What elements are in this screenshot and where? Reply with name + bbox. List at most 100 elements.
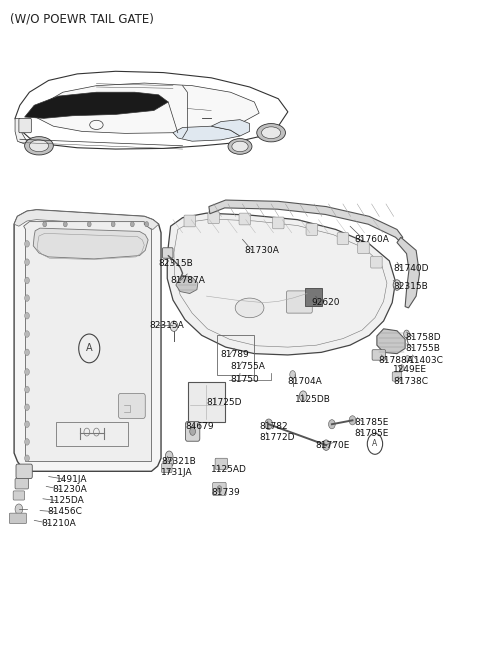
Ellipse shape: [29, 140, 48, 152]
Text: 1125DA: 1125DA: [48, 496, 84, 505]
Text: 1731JA: 1731JA: [161, 468, 192, 477]
FancyBboxPatch shape: [119, 394, 145, 419]
Circle shape: [24, 421, 29, 428]
FancyBboxPatch shape: [184, 215, 195, 227]
Text: 82315B: 82315B: [393, 282, 428, 291]
Text: A: A: [86, 343, 93, 354]
FancyBboxPatch shape: [19, 119, 31, 133]
Text: 81750: 81750: [230, 375, 259, 384]
Circle shape: [165, 456, 173, 468]
Text: 81730A: 81730A: [245, 246, 280, 255]
Polygon shape: [14, 210, 158, 229]
FancyBboxPatch shape: [161, 464, 172, 473]
Circle shape: [323, 440, 330, 451]
Text: 84679: 84679: [185, 422, 214, 432]
Polygon shape: [173, 126, 240, 141]
FancyBboxPatch shape: [185, 422, 200, 441]
Text: 81456C: 81456C: [47, 508, 82, 516]
Text: 81770E: 81770E: [316, 441, 350, 449]
Text: 81740D: 81740D: [393, 264, 429, 273]
Circle shape: [265, 419, 273, 430]
Circle shape: [24, 386, 29, 393]
Text: 81795E: 81795E: [355, 429, 389, 438]
Circle shape: [24, 277, 29, 284]
Circle shape: [15, 504, 23, 514]
Text: 11403C: 11403C: [409, 356, 444, 365]
Circle shape: [24, 240, 29, 247]
Text: 81210A: 81210A: [41, 519, 76, 528]
Polygon shape: [15, 119, 29, 146]
Text: 81739: 81739: [211, 488, 240, 496]
Text: 81785E: 81785E: [355, 418, 389, 427]
FancyBboxPatch shape: [337, 233, 348, 244]
Text: 81755A: 81755A: [230, 362, 265, 371]
FancyBboxPatch shape: [372, 350, 385, 360]
Polygon shape: [14, 210, 161, 472]
Polygon shape: [377, 329, 405, 354]
Circle shape: [405, 356, 410, 362]
Ellipse shape: [257, 124, 286, 142]
FancyBboxPatch shape: [358, 242, 369, 253]
Circle shape: [399, 365, 404, 371]
Polygon shape: [397, 237, 420, 308]
Circle shape: [349, 416, 356, 425]
Polygon shape: [209, 200, 403, 242]
Circle shape: [165, 451, 173, 462]
Text: 81755B: 81755B: [405, 344, 440, 353]
Polygon shape: [24, 92, 168, 119]
Circle shape: [63, 221, 67, 227]
FancyBboxPatch shape: [273, 217, 284, 229]
Text: 81738C: 81738C: [393, 377, 428, 386]
FancyBboxPatch shape: [305, 288, 323, 306]
Ellipse shape: [24, 137, 53, 155]
FancyBboxPatch shape: [13, 491, 24, 500]
FancyBboxPatch shape: [213, 482, 226, 495]
Circle shape: [111, 221, 115, 227]
Text: 81782: 81782: [259, 422, 288, 432]
Text: (W/O POEWR TAIL GATE): (W/O POEWR TAIL GATE): [10, 12, 154, 26]
Polygon shape: [176, 275, 198, 293]
FancyBboxPatch shape: [188, 383, 225, 422]
Text: 87321B: 87321B: [161, 457, 196, 466]
Polygon shape: [211, 120, 250, 136]
Text: 92620: 92620: [312, 298, 340, 307]
Circle shape: [300, 391, 307, 402]
FancyBboxPatch shape: [16, 464, 32, 479]
Circle shape: [87, 221, 91, 227]
FancyBboxPatch shape: [392, 372, 402, 381]
FancyBboxPatch shape: [208, 212, 219, 223]
Circle shape: [170, 321, 178, 331]
Circle shape: [328, 420, 335, 429]
Text: 1125AD: 1125AD: [211, 466, 247, 474]
FancyBboxPatch shape: [287, 291, 312, 313]
Circle shape: [24, 349, 29, 356]
Ellipse shape: [235, 298, 264, 318]
Ellipse shape: [228, 139, 252, 155]
Text: 81788A: 81788A: [379, 356, 414, 365]
Circle shape: [43, 221, 47, 227]
Circle shape: [24, 312, 29, 319]
Circle shape: [24, 369, 29, 375]
FancyBboxPatch shape: [9, 513, 26, 523]
Circle shape: [24, 439, 29, 445]
Text: 81789: 81789: [221, 350, 250, 360]
Text: 81704A: 81704A: [288, 377, 323, 386]
Circle shape: [145, 221, 149, 227]
Text: 1125DB: 1125DB: [295, 395, 331, 404]
FancyBboxPatch shape: [15, 479, 28, 489]
Polygon shape: [24, 221, 152, 462]
Circle shape: [290, 371, 296, 379]
FancyBboxPatch shape: [239, 213, 251, 225]
Text: 81787A: 81787A: [170, 276, 205, 285]
FancyBboxPatch shape: [306, 223, 318, 235]
Text: 82315A: 82315A: [149, 321, 184, 330]
Circle shape: [404, 330, 409, 338]
Text: A: A: [372, 440, 378, 448]
Text: 1249EE: 1249EE: [393, 365, 427, 375]
Polygon shape: [33, 228, 148, 259]
Circle shape: [393, 280, 401, 290]
Circle shape: [217, 485, 222, 492]
Text: 82315B: 82315B: [158, 259, 193, 268]
Ellipse shape: [232, 141, 248, 152]
Circle shape: [24, 259, 29, 265]
